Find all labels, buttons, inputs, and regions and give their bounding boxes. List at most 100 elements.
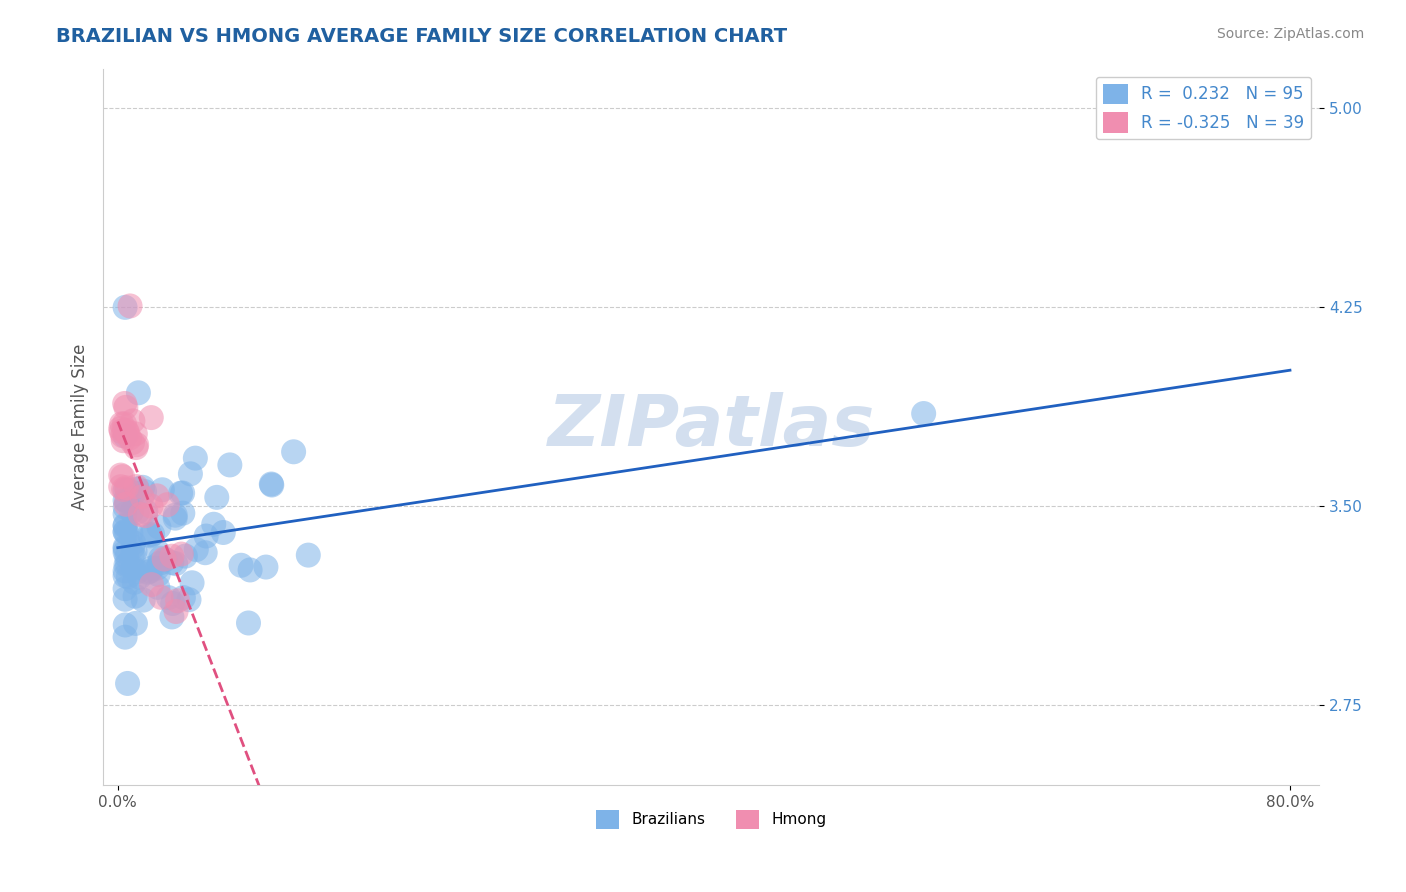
R =  0.232   N = 95	[124, 589, 146, 603]
R =  0.232   N = 95	[146, 580, 169, 594]
R =  0.232   N = 95	[121, 548, 143, 562]
R =  0.232   N = 95	[121, 504, 143, 518]
R =  0.232   N = 95	[146, 561, 169, 575]
Legend: Brazilians, Hmong: Brazilians, Hmong	[591, 804, 832, 835]
R =  0.232   N = 95	[122, 536, 145, 550]
R = -0.325   N = 39	[114, 396, 136, 410]
R = -0.325   N = 39	[112, 434, 135, 448]
R = -0.325   N = 39	[125, 438, 148, 452]
R =  0.232   N = 95	[114, 618, 136, 632]
R =  0.232   N = 95	[115, 550, 138, 565]
R =  0.232   N = 95	[181, 575, 204, 590]
R = -0.325   N = 39	[165, 605, 187, 619]
Text: BRAZILIAN VS HMONG AVERAGE FAMILY SIZE CORRELATION CHART: BRAZILIAN VS HMONG AVERAGE FAMILY SIZE C…	[56, 27, 787, 45]
R =  0.232   N = 95	[127, 506, 149, 520]
R =  0.232   N = 95	[114, 493, 136, 508]
R =  0.232   N = 95	[138, 527, 160, 541]
R = -0.325   N = 39	[114, 417, 136, 431]
R =  0.232   N = 95	[152, 483, 174, 497]
R = -0.325   N = 39	[122, 414, 145, 428]
R =  0.232   N = 95	[283, 444, 305, 458]
R = -0.325   N = 39	[110, 425, 132, 439]
R = -0.325   N = 39	[153, 552, 176, 566]
R =  0.232   N = 95	[114, 630, 136, 644]
R =  0.232   N = 95	[195, 529, 218, 543]
R = -0.325   N = 39	[141, 410, 163, 425]
R =  0.232   N = 95	[114, 301, 136, 315]
R = -0.325   N = 39	[141, 577, 163, 591]
R = -0.325   N = 39	[115, 401, 138, 415]
R =  0.232   N = 95	[127, 482, 149, 496]
R =  0.232   N = 95	[148, 557, 170, 571]
R =  0.232   N = 95	[132, 593, 155, 607]
R =  0.232   N = 95	[260, 477, 283, 491]
R =  0.232   N = 95	[174, 549, 197, 563]
R =  0.232   N = 95	[218, 458, 240, 472]
R = -0.325   N = 39	[120, 299, 142, 313]
R =  0.232   N = 95	[135, 504, 157, 518]
R =  0.232   N = 95	[114, 525, 136, 540]
R =  0.232   N = 95	[128, 570, 150, 584]
R =  0.232   N = 95	[148, 520, 170, 534]
R =  0.232   N = 95	[165, 508, 187, 523]
R =  0.232   N = 95	[114, 483, 136, 497]
R =  0.232   N = 95	[165, 557, 187, 571]
R =  0.232   N = 95	[117, 570, 139, 584]
R =  0.232   N = 95	[297, 548, 319, 562]
R =  0.232   N = 95	[114, 592, 136, 607]
R =  0.232   N = 95	[120, 525, 142, 540]
R =  0.232   N = 95	[146, 545, 169, 559]
Text: Source: ZipAtlas.com: Source: ZipAtlas.com	[1216, 27, 1364, 41]
R = -0.325   N = 39	[110, 480, 132, 494]
R =  0.232   N = 95	[134, 484, 156, 499]
R =  0.232   N = 95	[229, 558, 252, 573]
R =  0.232   N = 95	[122, 540, 145, 554]
R =  0.232   N = 95	[117, 483, 139, 497]
R = -0.325   N = 39	[125, 441, 148, 455]
R = -0.325   N = 39	[111, 469, 134, 483]
R =  0.232   N = 95	[114, 524, 136, 539]
R = -0.325   N = 39	[111, 428, 134, 442]
R =  0.232   N = 95	[239, 563, 262, 577]
R =  0.232   N = 95	[202, 517, 225, 532]
R =  0.232   N = 95	[117, 558, 139, 572]
R =  0.232   N = 95	[127, 385, 149, 400]
R =  0.232   N = 95	[186, 542, 208, 557]
R =  0.232   N = 95	[114, 564, 136, 578]
R = -0.325   N = 39	[117, 425, 139, 440]
R =  0.232   N = 95	[205, 491, 228, 505]
R =  0.232   N = 95	[114, 519, 136, 533]
R = -0.325   N = 39	[135, 508, 157, 523]
R =  0.232   N = 95	[114, 568, 136, 582]
R =  0.232   N = 95	[254, 560, 277, 574]
R =  0.232   N = 95	[142, 527, 165, 541]
R =  0.232   N = 95	[122, 549, 145, 563]
R =  0.232   N = 95	[172, 486, 194, 500]
R =  0.232   N = 95	[160, 556, 183, 570]
R =  0.232   N = 95	[260, 478, 283, 492]
R =  0.232   N = 95	[160, 610, 183, 624]
R = -0.325   N = 39	[115, 424, 138, 438]
R = -0.325   N = 39	[124, 426, 146, 441]
R = -0.325   N = 39	[112, 483, 135, 497]
R =  0.232   N = 95	[127, 565, 149, 579]
R =  0.232   N = 95	[124, 544, 146, 558]
R =  0.232   N = 95	[157, 591, 180, 605]
R = -0.325   N = 39	[110, 468, 132, 483]
R = -0.325   N = 39	[166, 593, 188, 607]
R =  0.232   N = 95	[115, 494, 138, 508]
R = -0.325   N = 39	[110, 417, 132, 431]
R =  0.232   N = 95	[162, 597, 184, 611]
R =  0.232   N = 95	[139, 564, 162, 578]
R = -0.325   N = 39	[146, 489, 169, 503]
R = -0.325   N = 39	[139, 499, 162, 513]
R =  0.232   N = 95	[122, 575, 145, 590]
R = -0.325   N = 39	[160, 549, 183, 564]
R =  0.232   N = 95	[122, 560, 145, 574]
Text: ZIPatlas: ZIPatlas	[547, 392, 875, 461]
R =  0.232   N = 95	[179, 467, 201, 481]
R =  0.232   N = 95	[114, 541, 136, 556]
R =  0.232   N = 95	[169, 486, 191, 500]
R =  0.232   N = 95	[114, 582, 136, 596]
R = -0.325   N = 39	[129, 508, 152, 522]
